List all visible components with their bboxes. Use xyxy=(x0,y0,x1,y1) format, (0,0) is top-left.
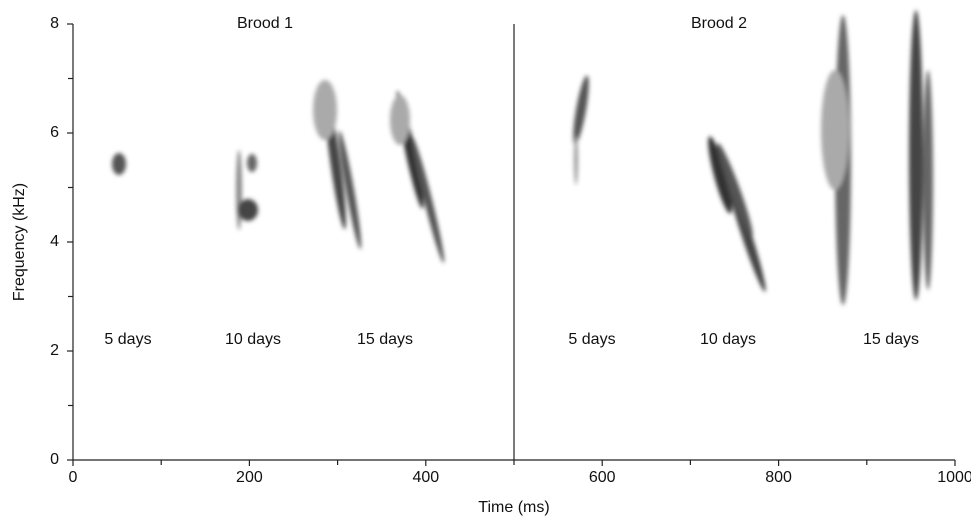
x-tick-label: 800 xyxy=(765,469,792,486)
panel-title: Brood 1 xyxy=(237,15,293,32)
x-tick-label: 400 xyxy=(412,469,439,486)
x-axis-label: Time (ms) xyxy=(478,499,549,516)
y-tick-label: 4 xyxy=(50,233,59,250)
x-tick-label: 1000 xyxy=(937,469,971,486)
y-axis-label: Frequency (kHz) xyxy=(11,183,28,301)
y-tick-label: 2 xyxy=(50,342,59,359)
age-label: 5 days xyxy=(104,331,151,348)
x-tick-label: 200 xyxy=(236,469,263,486)
y-tick-label: 0 xyxy=(50,451,59,468)
y-tick-label: 8 xyxy=(50,15,59,32)
age-label: 15 days xyxy=(863,331,919,348)
panel-title: Brood 2 xyxy=(691,15,747,32)
x-tick-label: 0 xyxy=(69,469,78,486)
spectrogram xyxy=(112,10,933,305)
age-label: 15 days xyxy=(357,331,413,348)
age-label: 5 days xyxy=(568,331,615,348)
x-tick-label: 600 xyxy=(589,469,616,486)
y-tick-label: 6 xyxy=(50,124,59,141)
age-label: 10 days xyxy=(700,331,756,348)
age-label: 10 days xyxy=(225,331,281,348)
